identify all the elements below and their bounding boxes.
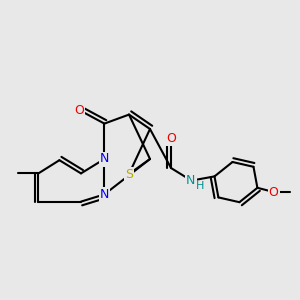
Text: N: N	[100, 188, 109, 201]
Text: N: N	[187, 174, 196, 187]
Text: O: O	[75, 104, 84, 118]
Text: N: N	[185, 174, 195, 187]
Text: N: N	[100, 152, 109, 166]
Text: O: O	[166, 132, 176, 145]
Text: O: O	[269, 185, 278, 199]
Text: S: S	[125, 167, 133, 181]
Text: H: H	[196, 181, 204, 191]
